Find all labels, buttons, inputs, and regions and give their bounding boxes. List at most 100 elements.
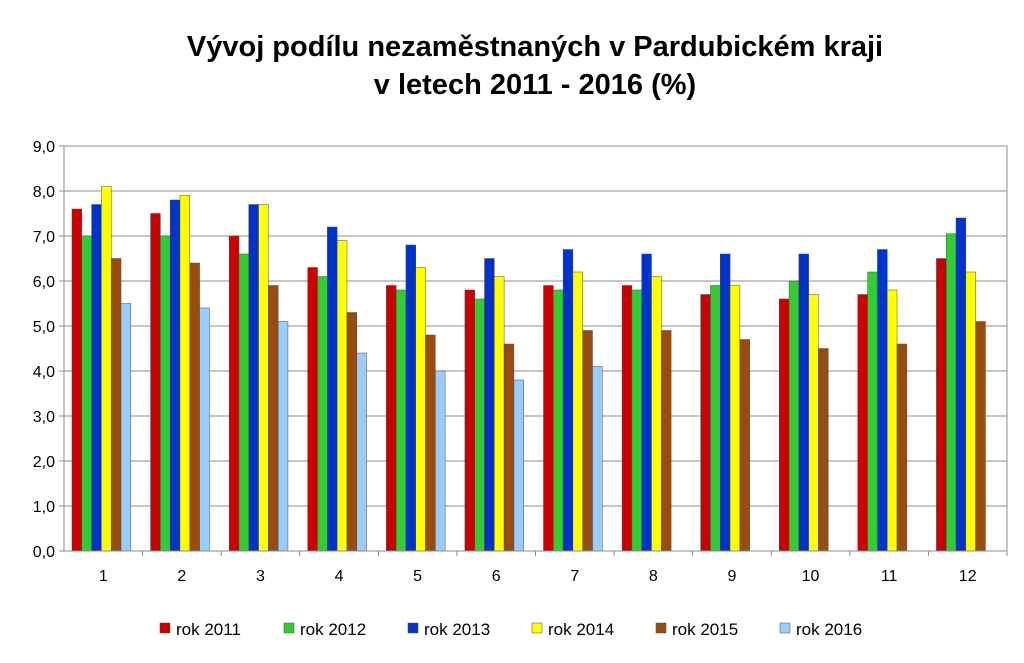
- bar-rok-2011-3: [228, 235, 240, 552]
- bar-rok-2013-1: [91, 204, 102, 552]
- bar-rok-2011-1: [71, 208, 83, 552]
- bar-rok-2015-8: [661, 330, 672, 552]
- bars: [71, 186, 986, 552]
- bar-rok-2013-11: [877, 249, 888, 552]
- legend-swatch: [779, 622, 791, 634]
- x-tick-label: 8: [649, 568, 658, 585]
- legend-label: rok 2014: [548, 620, 614, 639]
- y-tick-label: 7,0: [33, 229, 55, 246]
- bar-rok-2015-5: [425, 334, 436, 552]
- plot-area-frame: [63, 145, 1008, 552]
- y-tick-label: 8,0: [33, 184, 55, 201]
- chart-title-line-2: v letech 2011 - 2016 (%): [373, 69, 697, 101]
- legend-label: rok 2013: [424, 620, 490, 639]
- bar-rok-2013-12: [955, 217, 967, 552]
- bar-rok-2016-2: [199, 307, 210, 552]
- bar-rok-2014-11: [886, 289, 898, 552]
- bar-rok-2015-1: [110, 258, 122, 552]
- bar-rok-2016-1: [120, 303, 132, 552]
- legend-swatch: [407, 622, 419, 634]
- bar-rok-2011-12: [936, 258, 947, 552]
- bar-rok-2013-3: [248, 204, 259, 552]
- legend-swatch: [283, 622, 295, 634]
- bar-rok-2012-12: [945, 233, 957, 552]
- legend-label: rok 2011: [176, 620, 241, 639]
- bar-rok-2015-9: [739, 339, 750, 552]
- legend-label: rok 2012: [300, 620, 366, 639]
- bar-rok-2014-4: [336, 240, 348, 552]
- y-tick-label: 0,0: [33, 544, 55, 561]
- bar-rok-2013-5: [405, 244, 416, 552]
- legend-swatch: [655, 622, 667, 634]
- x-tick-label: 9: [728, 568, 737, 585]
- legend-label: rok 2015: [672, 620, 738, 639]
- bar-rok-2014-7: [572, 271, 583, 552]
- bar-rok-2013-6: [484, 258, 495, 552]
- bar-rok-2011-7: [543, 285, 554, 552]
- bar-rok-2015-11: [896, 343, 908, 552]
- bar-rok-2014-12: [965, 271, 976, 552]
- bar-rok-2013-2: [169, 199, 181, 552]
- bar-rok-2013-7: [562, 249, 574, 552]
- x-tick-label: 7: [570, 568, 579, 585]
- legend-swatch: [159, 622, 171, 634]
- x-tick-label: 1: [99, 568, 108, 585]
- x-tick-label: 5: [413, 568, 422, 585]
- bar-rok-2011-9: [700, 294, 711, 552]
- bar-rok-2014-8: [651, 276, 662, 552]
- bar-rok-2012-5: [395, 289, 407, 552]
- bar-rok-2014-10: [808, 294, 819, 552]
- bar-rok-2014-5: [415, 267, 426, 552]
- bar-rok-2015-12: [975, 321, 986, 552]
- chart-title-line-1: Vývoj podílu nezaměstnaných v Pardubické…: [186, 31, 884, 63]
- bar-rok-2014-3: [258, 204, 269, 552]
- bar-rok-2013-4: [327, 226, 338, 552]
- bar-rok-2013-9: [720, 253, 731, 552]
- bar-rok-2016-4: [356, 352, 367, 552]
- bar-rok-2011-2: [150, 213, 161, 552]
- bar-rok-2015-4: [346, 312, 358, 552]
- bar-rok-2014-2: [179, 195, 191, 552]
- bar-rok-2014-9: [729, 285, 741, 552]
- bar-rok-2012-10: [788, 280, 800, 552]
- bar-rok-2015-2: [189, 262, 200, 552]
- x-axis-tick-labels: 1 2 3 4 5 6 7 8 9 10 11 12: [99, 551, 1008, 585]
- x-tick-label: 12: [959, 568, 977, 585]
- bar-rok-2013-8: [641, 253, 652, 552]
- bar-rok-2012-7: [553, 289, 564, 552]
- bar-rok-2015-6: [503, 343, 515, 552]
- x-tick-label: 10: [802, 568, 820, 585]
- bar-rok-2012-4: [317, 276, 328, 552]
- legend-swatch: [531, 622, 543, 634]
- bar-rok-2016-3: [277, 321, 289, 552]
- y-tick-label: 5,0: [33, 319, 55, 336]
- bar-rok-2011-4: [307, 267, 318, 552]
- bar-rok-2012-9: [710, 285, 721, 552]
- bar-rok-2012-6: [474, 298, 485, 552]
- bar-rok-2012-8: [631, 289, 642, 552]
- y-tick-label: 4,0: [33, 364, 55, 381]
- y-tick-label: 2,0: [33, 454, 55, 471]
- y-tick-label: 9,0: [33, 139, 55, 156]
- legend: rok 2011 rok 2012 rok 2013 rok 2014 rok 2015…: [159, 620, 862, 639]
- bar-rok-2015-10: [818, 348, 829, 552]
- bar-rok-2011-8: [621, 285, 633, 552]
- bar-rok-2012-1: [81, 235, 92, 552]
- bar-rok-2014-6: [494, 276, 505, 552]
- x-tick-label: 11: [881, 568, 898, 585]
- x-tick-label: 3: [256, 568, 265, 585]
- bar-rok-2011-5: [386, 285, 397, 552]
- bar-rok-2011-6: [464, 289, 475, 552]
- y-axis-tick-labels: 0,0 1,0 2,0 3,0 4,0 5,0 6,0 7,0 8,0 9,0: [33, 139, 55, 561]
- bar-rok-2015-3: [268, 285, 279, 552]
- chart-title: Vývoj podílu nezaměstnaných v Pardubické…: [0, 28, 1024, 104]
- bar-rok-2016-6: [513, 379, 524, 552]
- x-tick-label: 2: [177, 568, 186, 585]
- y-tick-label: 6,0: [33, 274, 55, 291]
- bar-rok-2015-7: [582, 330, 593, 552]
- y-tick-label: 1,0: [33, 499, 55, 516]
- bar-rok-2016-7: [592, 366, 603, 552]
- bar-rok-2014-1: [101, 186, 112, 552]
- bar-rok-2011-10: [779, 298, 790, 552]
